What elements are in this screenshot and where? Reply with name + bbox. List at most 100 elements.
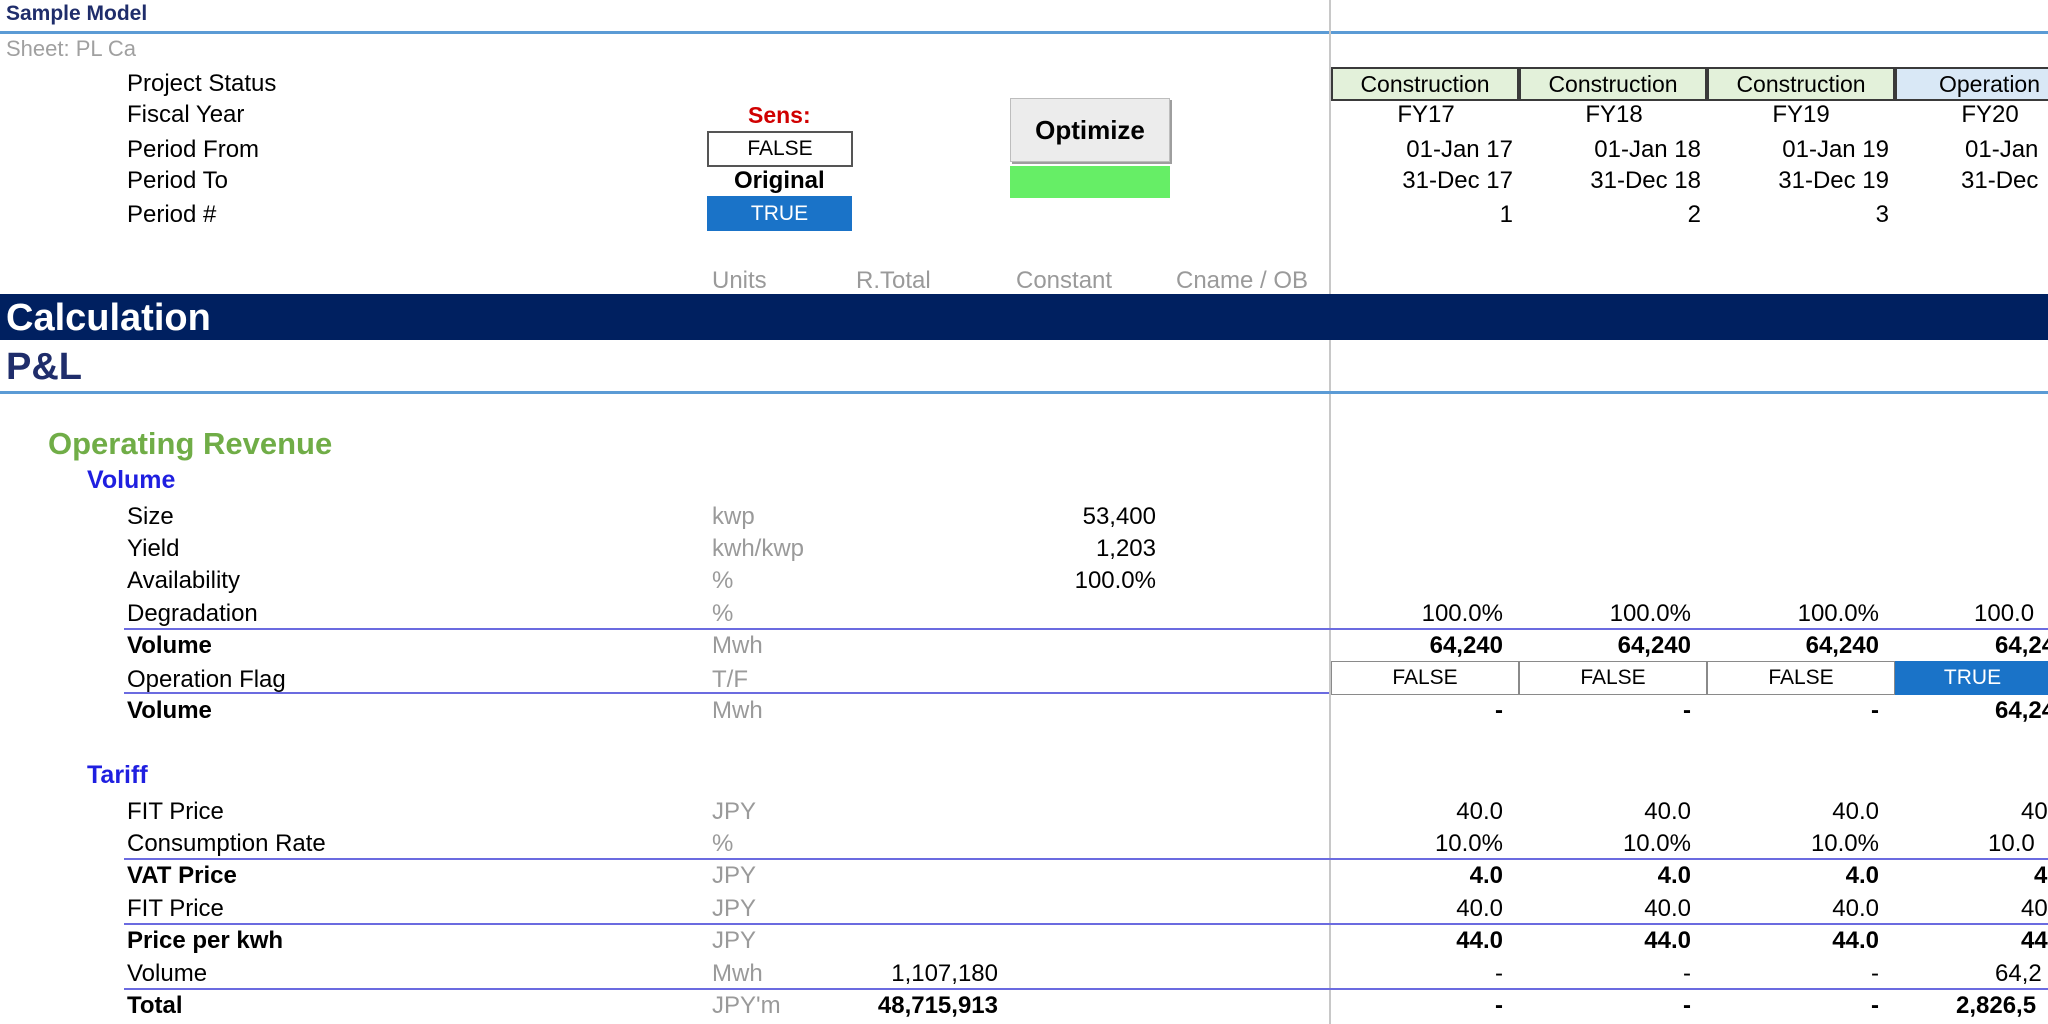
sens-label: Sens: <box>748 102 811 128</box>
degradation-fy20: 100.0 <box>1974 600 2035 627</box>
sheet-label: Sheet: PL Ca <box>6 36 137 61</box>
fit-price-2-fy18: 40.0 <box>1644 895 1691 922</box>
pl-heading: P&L <box>6 346 82 388</box>
volume-heading: Volume <box>87 466 176 494</box>
fy-fy18: FY18 <box>1585 101 1643 128</box>
original-label: Original <box>734 167 825 194</box>
fy-fy20: FY20 <box>1961 101 2019 128</box>
availability-label: Availability <box>127 567 240 594</box>
price-per-kwh-fy18: 44.0 <box>1644 927 1691 954</box>
degradation-label: Degradation <box>127 600 258 627</box>
period-status-fy18: Construction <box>1519 67 1707 101</box>
tariff-heading: Tariff <box>87 761 148 789</box>
vat-price-fy19: 4.0 <box>1845 862 1879 889</box>
vat-price-fy17: 4.0 <box>1469 862 1503 889</box>
fit-price-2-fy20: 40 <box>2021 895 2048 922</box>
optimize-button[interactable]: Optimize <box>1010 98 1170 162</box>
consumption-rate-unit: % <box>712 830 734 857</box>
volume-operational-label: Volume <box>127 697 212 724</box>
operating-revenue-heading: Operating Revenue <box>48 426 333 461</box>
period-num-fy18: 2 <box>1687 201 1701 228</box>
operation-flag-fy19: FALSE <box>1707 661 1895 695</box>
operation-flag-fy20: TRUE <box>1895 661 2048 695</box>
volume-revenue-rtotal: 1,107,180 <box>891 960 998 987</box>
volume-revenue-fy19: - <box>1871 960 1879 987</box>
price-per-kwh-fy20: 44 <box>2021 927 2048 954</box>
size-unit: kwp <box>712 503 755 530</box>
original-toggle[interactable]: TRUE <box>707 196 852 231</box>
vat-price-unit: JPY <box>712 862 757 889</box>
fy-fy17: FY17 <box>1397 101 1455 128</box>
operation-flag-unit: T/F <box>712 666 748 693</box>
period-to-fy19: 31-Dec 19 <box>1778 167 1889 194</box>
total-fy18: - <box>1683 992 1691 1019</box>
operation-flag-fy17: FALSE <box>1331 661 1519 695</box>
cname-header: Cname / OB <box>1176 267 1309 294</box>
fiscal-year-label: Fiscal Year <box>127 101 245 128</box>
period-to-label: Period To <box>127 167 228 194</box>
consumption-rate-fy20: 10.0 <box>1988 830 2035 857</box>
calculation-band <box>0 294 2048 340</box>
rtotal-header: R.Total <box>856 267 931 294</box>
fit-price-2-fy17: 40.0 <box>1456 895 1503 922</box>
fit-price-fy19: 40.0 <box>1832 798 1879 825</box>
volume-operational-fy20: 64,24 <box>1995 697 2048 724</box>
project-status-label: Project Status <box>127 70 277 97</box>
volume-revenue-unit: Mwh <box>712 960 763 987</box>
volume-operational-fy18: - <box>1683 697 1691 724</box>
period-status-fy20: Operation <box>1895 67 2048 101</box>
period-to-fy18: 31-Dec 18 <box>1590 167 1701 194</box>
total-fy17: - <box>1495 992 1503 1019</box>
period-to-fy17: 31-Dec 17 <box>1402 167 1513 194</box>
period-num-fy17: 1 <box>1499 201 1513 228</box>
volume-revenue-underline <box>124 988 2048 990</box>
total-unit: JPY'm <box>712 992 781 1019</box>
degradation-unit: % <box>712 600 734 627</box>
column-divider <box>1329 0 1331 1024</box>
volume-total-unit: Mwh <box>712 632 763 659</box>
fit-price-label: FIT Price <box>127 798 224 825</box>
consumption-rate-underline <box>124 858 2048 860</box>
vat-price-fy18: 4.0 <box>1657 862 1691 889</box>
volume-total-fy18: 64,240 <box>1617 632 1691 659</box>
fit-price-2-underline <box>124 923 2048 925</box>
total-fy19: - <box>1871 992 1879 1019</box>
volume-revenue-label: Volume <box>127 960 208 987</box>
fit-price-fy20: 40 <box>2021 798 2048 825</box>
units-header: Units <box>712 267 767 294</box>
yield-label: Yield <box>127 535 180 562</box>
volume-total-fy20: 64,24 <box>1995 632 2048 659</box>
fy-fy19: FY19 <box>1772 101 1830 128</box>
constant-header: Constant <box>1016 267 1113 294</box>
period-from-fy17: 01-Jan 17 <box>1406 136 1513 163</box>
operation-flag-fy18: FALSE <box>1519 661 1707 695</box>
volume-revenue-fy20: 64,2 <box>1995 960 2042 987</box>
period-number-label: Period # <box>127 201 217 228</box>
volume-revenue-fy17: - <box>1495 960 1503 987</box>
total-rtotal: 48,715,913 <box>877 992 998 1019</box>
price-per-kwh-label: Price per kwh <box>127 927 284 954</box>
volume-revenue-fy18: - <box>1683 960 1691 987</box>
degradation-fy18: 100.0% <box>1609 600 1691 627</box>
price-per-kwh-fy19: 44.0 <box>1832 927 1879 954</box>
volume-total-label: Volume <box>127 632 212 659</box>
vat-price-label: VAT Price <box>127 862 237 889</box>
period-from-fy19: 01-Jan 19 <box>1782 136 1889 163</box>
availability-constant[interactable]: 100.0% <box>1074 567 1156 594</box>
total-fy20: 2,826,5 <box>1956 992 2037 1019</box>
fit-price-fy17: 40.0 <box>1456 798 1503 825</box>
consumption-rate-fy19: 10.0% <box>1810 830 1879 857</box>
period-to-fy20: 31-Dec <box>1961 167 2039 194</box>
size-constant[interactable]: 53,400 <box>1082 503 1156 530</box>
yield-unit: kwh/kwp <box>712 535 805 562</box>
volume-operational-unit: Mwh <box>712 697 763 724</box>
fit-price-2-fy19: 40.0 <box>1832 895 1879 922</box>
operation-flag-label: Operation Flag <box>127 666 286 693</box>
calculation-heading: Calculation <box>6 297 211 339</box>
sens-toggle[interactable]: FALSE <box>707 131 853 167</box>
price-per-kwh-fy17: 44.0 <box>1456 927 1503 954</box>
volume-total-fy19: 64,240 <box>1805 632 1879 659</box>
header-divider <box>0 31 2048 34</box>
period-from-fy18: 01-Jan 18 <box>1594 136 1701 163</box>
yield-constant[interactable]: 1,203 <box>1095 535 1156 562</box>
